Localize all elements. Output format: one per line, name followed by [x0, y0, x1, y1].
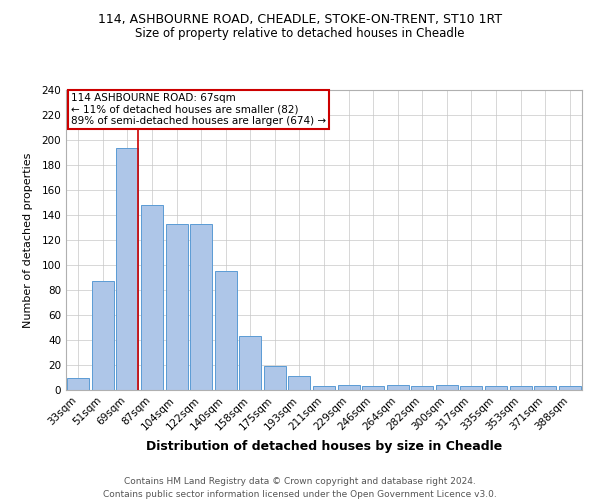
Bar [485, 386, 507, 390]
Bar [436, 385, 458, 390]
Bar [313, 386, 335, 390]
Text: Contains public sector information licensed under the Open Government Licence v3: Contains public sector information licen… [103, 490, 497, 499]
Bar [215, 271, 237, 390]
Bar [338, 385, 359, 390]
Text: Contains HM Land Registry data © Crown copyright and database right 2024.: Contains HM Land Registry data © Crown c… [124, 478, 476, 486]
Bar [559, 386, 581, 390]
Bar [509, 386, 532, 390]
Bar [190, 224, 212, 390]
Bar [166, 224, 188, 390]
Text: 114 ASHBOURNE ROAD: 67sqm
← 11% of detached houses are smaller (82)
89% of semi-: 114 ASHBOURNE ROAD: 67sqm ← 11% of detac… [71, 93, 326, 126]
Bar [362, 386, 384, 390]
Bar [239, 336, 262, 390]
Y-axis label: Number of detached properties: Number of detached properties [23, 152, 33, 328]
Bar [289, 376, 310, 390]
Bar [264, 366, 286, 390]
Text: Size of property relative to detached houses in Cheadle: Size of property relative to detached ho… [135, 28, 465, 40]
Bar [67, 378, 89, 390]
Bar [411, 386, 433, 390]
X-axis label: Distribution of detached houses by size in Cheadle: Distribution of detached houses by size … [146, 440, 502, 453]
Bar [116, 148, 139, 390]
Bar [141, 205, 163, 390]
Bar [92, 281, 114, 390]
Text: 114, ASHBOURNE ROAD, CHEADLE, STOKE-ON-TRENT, ST10 1RT: 114, ASHBOURNE ROAD, CHEADLE, STOKE-ON-T… [98, 12, 502, 26]
Bar [534, 386, 556, 390]
Bar [460, 386, 482, 390]
Bar [386, 385, 409, 390]
